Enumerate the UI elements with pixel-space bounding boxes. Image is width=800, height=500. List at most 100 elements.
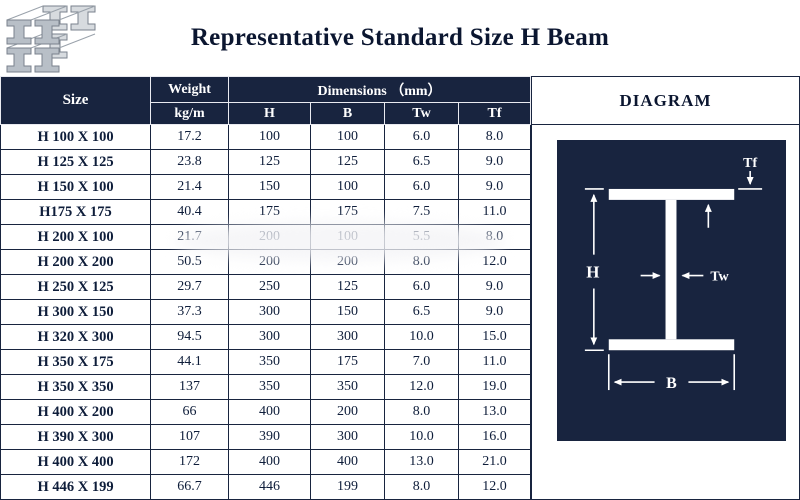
page-title: Representative Standard Size H Beam	[190, 24, 610, 51]
cell-h: 400	[228, 449, 311, 475]
cell-h: 200	[228, 249, 311, 275]
cell-weight: 23.8	[150, 149, 229, 175]
cell-weight: 29.7	[150, 274, 229, 300]
cell-h: 150	[228, 174, 311, 200]
hbeam-cross-section-diagram: Tf H Tw B	[584, 156, 763, 392]
cell-h: 390	[228, 424, 311, 450]
cell-tw: 7.0	[384, 349, 459, 375]
cell-h: 350	[228, 374, 311, 400]
cell-weight: 50.5	[150, 249, 229, 275]
cell-tf: 16.0	[458, 424, 531, 450]
cell-tw: 10.0	[384, 424, 459, 450]
cell-b: 125	[310, 274, 385, 300]
cell-tw: 6.0	[384, 274, 459, 300]
cell-tf: 8.0	[458, 224, 531, 250]
table-row: H 320 X 300 94.5 300 300 10.0 15.0	[0, 324, 531, 350]
cell-tw: 5.5	[384, 224, 459, 250]
cell-tf: 9.0	[458, 149, 531, 175]
table-row: H 150 X 100 21.4 150 100 6.0 9.0	[0, 174, 531, 200]
diagram-column: DIAGRAM	[531, 76, 800, 500]
cell-h: 100	[228, 124, 311, 150]
cell-b: 350	[310, 374, 385, 400]
cell-size: H 390 X 300	[0, 424, 151, 450]
cell-tw: 8.0	[384, 399, 459, 425]
cell-tw: 8.0	[384, 474, 459, 500]
cell-weight: 66	[150, 399, 229, 425]
cell-tf: 8.0	[458, 124, 531, 150]
cell-weight: 66.7	[150, 474, 229, 500]
table-row: H 300 X 150 37.3 300 150 6.5 9.0	[0, 299, 531, 325]
col-header-b: B	[310, 102, 385, 125]
col-header-dimensions: Dimensions （mm）	[228, 76, 531, 103]
table-row: H 350 X 175 44.1 350 175 7.0 11.0	[0, 349, 531, 375]
cell-size: H 320 X 300	[0, 324, 151, 350]
table-row: H 400 X 200 66 400 200 8.0 13.0	[0, 399, 531, 425]
cell-h: 175	[228, 199, 311, 225]
col-header-size: Size	[0, 76, 151, 125]
cell-weight: 17.2	[150, 124, 229, 150]
cell-tw: 12.0	[384, 374, 459, 400]
cell-tf: 13.0	[458, 399, 531, 425]
cell-tw: 6.0	[384, 124, 459, 150]
cell-h: 350	[228, 349, 311, 375]
cell-weight: 107	[150, 424, 229, 450]
cell-size: H 200 X 100	[0, 224, 151, 250]
cell-tw: 10.0	[384, 324, 459, 350]
table-row: H 400 X 400 172 400 400 13.0 21.0	[0, 449, 531, 475]
hbeam-spec-table: Size Weight Dimensions （mm） kg/m H B Tw …	[0, 76, 531, 500]
cell-size: H175 X 175	[0, 199, 151, 225]
cell-h: 400	[228, 399, 311, 425]
label-tw: Tw	[710, 270, 728, 285]
cell-size: H 400 X 200	[0, 399, 151, 425]
table-row: H 125 X 125 23.8 125 125 6.5 9.0	[0, 149, 531, 175]
cell-tf: 9.0	[458, 174, 531, 200]
cell-size: H 300 X 150	[0, 299, 151, 325]
col-header-tw: Tw	[384, 102, 459, 125]
cell-b: 100	[310, 124, 385, 150]
cell-h: 300	[228, 324, 311, 350]
cell-size: H 150 X 100	[0, 174, 151, 200]
cell-tf: 11.0	[458, 349, 531, 375]
cell-b: 125	[310, 149, 385, 175]
table-row: H 390 X 300 107 390 300 10.0 16.0	[0, 424, 531, 450]
cell-size: H 350 X 175	[0, 349, 151, 375]
h-beam-stack-image	[6, 5, 96, 73]
cell-b: 100	[310, 174, 385, 200]
col-header-weight: Weight	[150, 76, 229, 103]
cell-size: H 400 X 400	[0, 449, 151, 475]
cell-size: H 350 X 350	[0, 374, 151, 400]
cell-h: 125	[228, 149, 311, 175]
cell-tf: 19.0	[458, 374, 531, 400]
label-tf: Tf	[743, 156, 757, 171]
cell-tw: 13.0	[384, 449, 459, 475]
hbeam-shape	[608, 188, 735, 351]
table-row: H 350 X 350 137 350 350 12.0 19.0	[0, 374, 531, 400]
cell-tf: 9.0	[458, 299, 531, 325]
cell-b: 300	[310, 324, 385, 350]
cell-b: 175	[310, 199, 385, 225]
label-h: H	[586, 263, 599, 282]
cell-weight: 172	[150, 449, 229, 475]
cell-h: 446	[228, 474, 311, 500]
cell-b: 175	[310, 349, 385, 375]
cell-weight: 21.7	[150, 224, 229, 250]
cell-b: 200	[310, 399, 385, 425]
content: Size Weight Dimensions （mm） kg/m H B Tw …	[0, 76, 800, 500]
cell-tf: 12.0	[458, 249, 531, 275]
cell-tw: 6.5	[384, 149, 459, 175]
cell-h: 200	[228, 224, 311, 250]
table-body: H 100 X 100 17.2 100 100 6.0 8.0 H 125 X 125 23…	[0, 124, 531, 500]
label-b: B	[666, 375, 677, 392]
cell-size: H 100 X 100	[0, 124, 151, 150]
cell-b: 199	[310, 474, 385, 500]
table-row: H175 X 175 40.4 175 175 7.5 11.0	[0, 199, 531, 225]
table-row: H 446 X 199 66.7 446 199 8.0 12.0	[0, 474, 531, 500]
cell-tw: 8.0	[384, 249, 459, 275]
diagram-panel: Tf H Tw B	[557, 140, 786, 441]
col-header-weight-unit: kg/m	[150, 102, 229, 125]
cell-weight: 94.5	[150, 324, 229, 350]
table-row: H 200 X 200 50.5 200 200 8.0 12.0	[0, 249, 531, 275]
cell-tw: 6.5	[384, 299, 459, 325]
cell-tf: 15.0	[458, 324, 531, 350]
